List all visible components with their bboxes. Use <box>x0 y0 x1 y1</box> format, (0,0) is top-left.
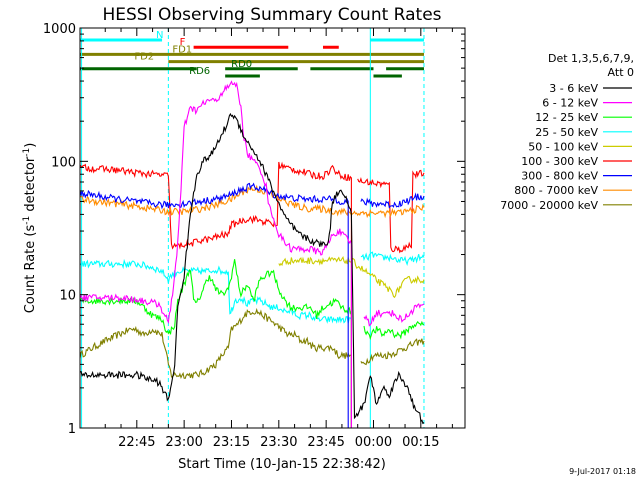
series-line-3-6-kev <box>80 112 425 425</box>
vertical-markers <box>81 28 425 428</box>
series-line-800-7000-kev <box>80 184 425 219</box>
x-tick-label: 23:45 <box>307 435 344 450</box>
series-line-25-50-kev <box>80 251 425 428</box>
series-line-12-25-kev <box>80 259 425 428</box>
y-axis-label-sup1: -1 <box>22 216 32 225</box>
legend-label-25-50-kev: 25 - 50 keV <box>535 126 598 139</box>
legend-label-3-6-kev: 3 - 6 keV <box>549 82 598 95</box>
y-tick-label: 10 <box>59 289 76 304</box>
series-line-7000-20000-kev <box>80 307 425 428</box>
y-tick-label: 1000 <box>43 22 76 37</box>
legend-label-100-300-kev: 100 - 300 keV <box>521 155 598 168</box>
legend-label-6-12-kev: 6 - 12 keV <box>542 97 598 110</box>
legend-header-2: Att 0 <box>608 66 634 79</box>
y-axis-label: Count Rate (s-1 detector-1) <box>22 143 38 314</box>
x-tick-label: 22:45 <box>118 435 155 450</box>
y-tick-label: 1 <box>68 422 76 437</box>
legend-label-7000-20000-kev: 7000 - 20000 keV <box>500 199 598 212</box>
legend-label-300-800-kev: 300 - 800 keV <box>521 170 598 183</box>
x-tick-label: 23:15 <box>213 435 250 450</box>
x-tick-label: 23:00 <box>165 435 202 450</box>
series-line-300-800-kev <box>80 182 425 428</box>
x-tick-label: 00:00 <box>355 435 392 450</box>
legend-label-50-100-kev: 50 - 100 keV <box>528 140 598 153</box>
flag-label-rd6: RD6 <box>189 66 210 77</box>
axis-ticks: 1 10 100 1000 22:45 23:00 23:15 23:30 23:45 00:00… <box>43 22 465 450</box>
legend-header-1: Det 1,3,5,6,7,9, <box>548 52 634 65</box>
y-tick-label: 100 <box>51 155 76 170</box>
flag-label-f: F <box>180 37 186 48</box>
footer-stamp: 9-Jul-2017 01:18 <box>569 467 636 476</box>
x-axis-label: Start Time (10-Jan-15 22:38:42) <box>178 457 386 472</box>
x-tick-label: 00:15 <box>402 435 439 450</box>
flag-label-rd0: RD0 <box>231 59 252 70</box>
chart-title: HESSI Observing Summary Count Rates <box>102 5 441 25</box>
plot-frame <box>79 27 466 429</box>
flag-label-fd2: FD2 <box>134 52 154 63</box>
flag-label-n: N <box>156 30 163 41</box>
y-axis-label-sup2: -1 <box>22 148 32 157</box>
series-lines <box>80 80 425 428</box>
series-line-100-300-kev <box>80 161 425 428</box>
legend-label-800-7000-kev: 800 - 7000 keV <box>514 184 598 197</box>
y-axis-label-mid: detector <box>23 156 38 216</box>
y-axis-label-end: ) <box>23 143 38 148</box>
y-axis-label-main: Count Rate (s <box>23 225 38 314</box>
flag-label-fd1: FD1 <box>172 44 192 55</box>
series-line-6-12-kev <box>80 80 425 428</box>
legend-label-12-25-kev: 12 - 25 keV <box>535 111 598 124</box>
x-tick-label: 23:30 <box>260 435 297 450</box>
